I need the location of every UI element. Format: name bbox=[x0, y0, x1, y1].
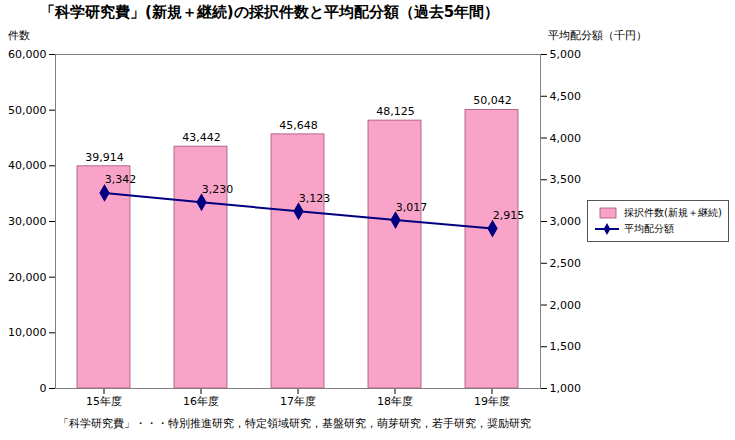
svg-text:18年度: 18年度 bbox=[377, 395, 413, 408]
svg-text:50,042: 50,042 bbox=[473, 94, 512, 107]
html-text:「科学研究費」・・・特別推進研究，特定領域研究，基盤研究，萌: 「科学研究費」・・・特別推進研究，特定領域研究，基盤研究，萌芽研究，若手研究，奨… bbox=[58, 417, 531, 430]
svg-text:45,648: 45,648 bbox=[279, 119, 318, 132]
html-text:採択件数(新規＋継続): 採択件数(新規＋継続) bbox=[624, 207, 722, 218]
svg-text:4,000: 4,000 bbox=[550, 132, 582, 145]
svg-text:19年度: 19年度 bbox=[474, 395, 510, 408]
svg-text:4,500: 4,500 bbox=[550, 90, 582, 103]
svg-text:3,123: 3,123 bbox=[299, 192, 331, 205]
svg-text:16年度: 16年度 bbox=[183, 395, 219, 408]
svg-text:2,000: 2,000 bbox=[550, 299, 582, 312]
svg-text:50,000: 50,000 bbox=[8, 104, 47, 117]
svg-text:3,500: 3,500 bbox=[550, 173, 582, 186]
svg-text:10,000: 10,000 bbox=[8, 326, 47, 339]
svg-text:0: 0 bbox=[40, 382, 47, 395]
svg-text:1,000: 1,000 bbox=[550, 382, 582, 395]
svg-text:2,500: 2,500 bbox=[550, 257, 582, 270]
svg-text:30,000: 30,000 bbox=[8, 215, 47, 228]
html-text:「科学研究費」(新規＋継続)の採択件数と平均配分額（過去5年: 「科学研究費」(新規＋継続)の採択件数と平均配分額（過去5年間） bbox=[40, 3, 500, 21]
svg-text:3,000: 3,000 bbox=[550, 215, 582, 228]
svg-text:3,017: 3,017 bbox=[396, 201, 428, 214]
svg-text:1,500: 1,500 bbox=[550, 340, 582, 353]
svg-text:20,000: 20,000 bbox=[8, 271, 47, 284]
svg-text:40,000: 40,000 bbox=[8, 159, 47, 172]
html-text:件数: 件数 bbox=[8, 29, 30, 42]
svg-text:15年度: 15年度 bbox=[86, 395, 122, 408]
svg-text:5,000: 5,000 bbox=[550, 48, 582, 61]
svg-text:60,000: 60,000 bbox=[8, 48, 47, 61]
svg-text:2,915: 2,915 bbox=[493, 209, 525, 222]
svg-text:3,342: 3,342 bbox=[105, 173, 137, 186]
svg-text:43,442: 43,442 bbox=[182, 131, 221, 144]
svg-text:39,914: 39,914 bbox=[85, 151, 124, 164]
html-text:平均配分額（千円）: 平均配分額（千円） bbox=[548, 29, 647, 42]
svg-text:17年度: 17年度 bbox=[280, 395, 316, 408]
html-text:平均配分額: 平均配分額 bbox=[624, 223, 674, 234]
svg-text:3,230: 3,230 bbox=[202, 183, 234, 196]
svg-text:48,125: 48,125 bbox=[376, 105, 415, 118]
